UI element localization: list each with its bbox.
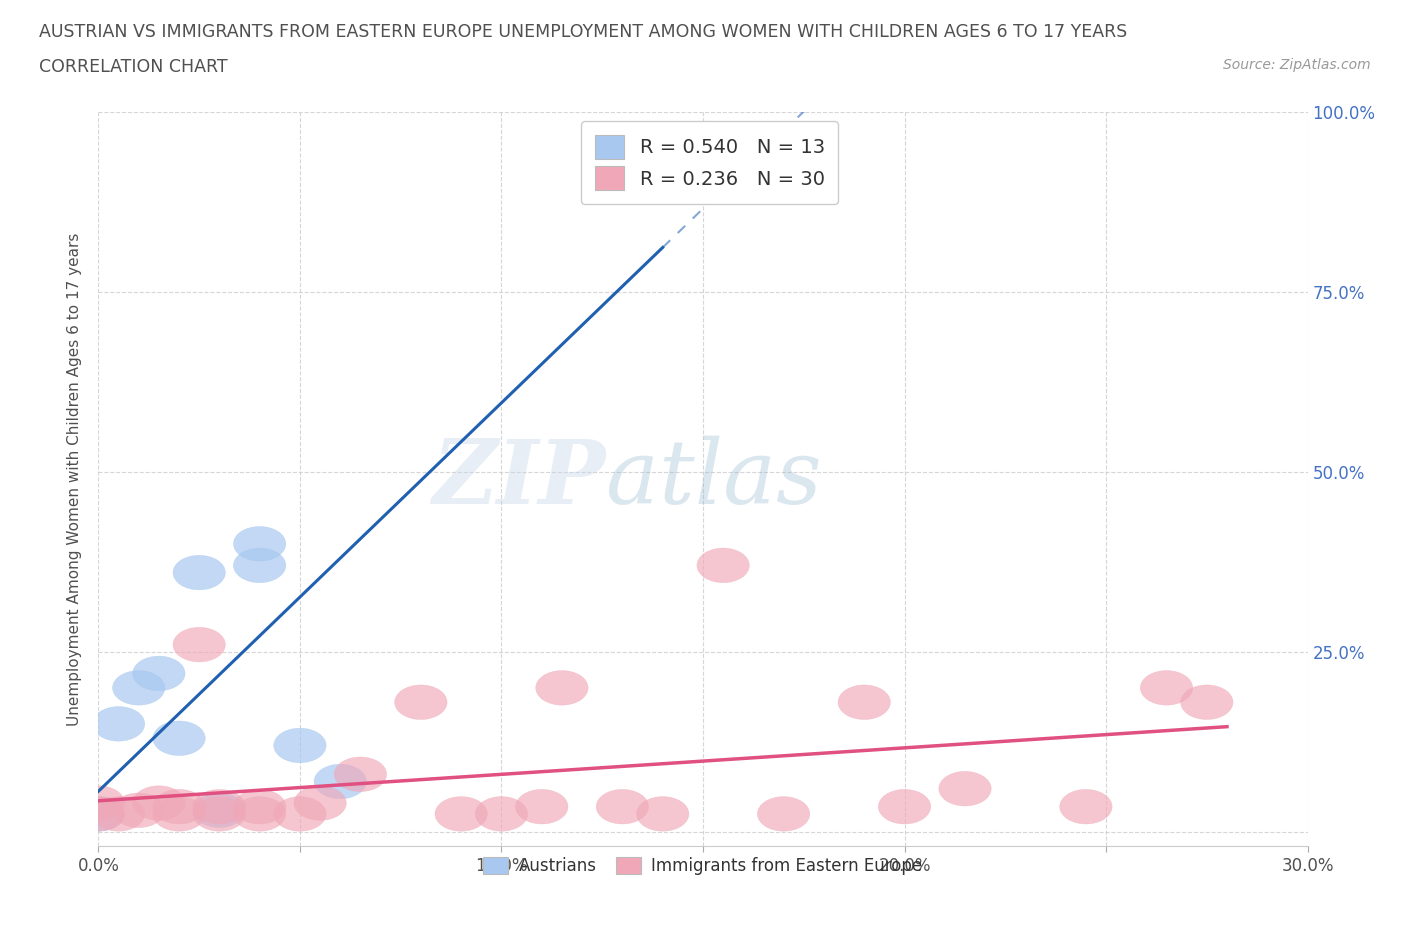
Text: ZIP: ZIP [433, 435, 606, 523]
Text: AUSTRIAN VS IMMIGRANTS FROM EASTERN EUROPE UNEMPLOYMENT AMONG WOMEN WITH CHILDRE: AUSTRIAN VS IMMIGRANTS FROM EASTERN EURO… [39, 23, 1128, 41]
Y-axis label: Unemployment Among Women with Children Ages 6 to 17 years: Unemployment Among Women with Children A… [66, 232, 82, 725]
Legend: Austrians, Immigrants from Eastern Europe: Austrians, Immigrants from Eastern Europ… [477, 851, 929, 882]
Text: Source: ZipAtlas.com: Source: ZipAtlas.com [1223, 58, 1371, 72]
Text: CORRELATION CHART: CORRELATION CHART [39, 58, 228, 75]
Text: atlas: atlas [606, 435, 823, 523]
